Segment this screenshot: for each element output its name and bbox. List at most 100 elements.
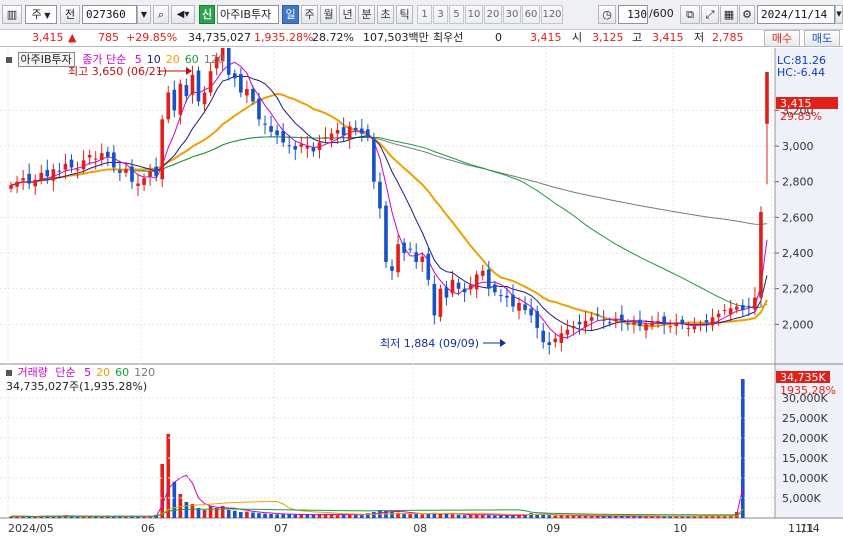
tab-period-3[interactable]: 년 (339, 5, 356, 24)
interval-button-120[interactable]: 120 (541, 5, 563, 24)
volume-bar (511, 515, 515, 518)
high-marker-label: 최고 3,650 (06/21) (68, 65, 167, 78)
code-dropdown-button[interactable]: ▼ (137, 5, 151, 24)
candle-body (474, 274, 479, 290)
candle-body (638, 319, 642, 327)
volume-bar (390, 512, 394, 518)
market-type-select[interactable]: 주 ▼ (25, 5, 57, 24)
interval-button-30[interactable]: 30 (503, 5, 521, 24)
speaker-icon[interactable]: ◀▾ (171, 5, 195, 24)
candle-body (420, 256, 425, 262)
trading-amount: 107,503백만 (363, 31, 429, 44)
search-icon[interactable]: ⌕ (153, 5, 169, 24)
candle-body (686, 327, 691, 329)
tab-period-2[interactable]: 월 (320, 5, 337, 24)
interval-button-5[interactable]: 5 (449, 5, 464, 24)
candle-body (462, 288, 467, 293)
candle-body (692, 326, 697, 330)
price-change: 785 (98, 31, 119, 44)
price-panel-name[interactable]: 아주IB투자 (17, 52, 75, 67)
tab-period-0[interactable]: 일 (282, 5, 299, 24)
volume-ma-line-60 (10, 508, 743, 518)
volume-bar (353, 514, 358, 518)
zoom-icon[interactable]: ⤢ (701, 5, 719, 24)
gear-icon[interactable]: ⚙ (739, 5, 755, 24)
chart-type-icon[interactable]: ⧉ (680, 5, 700, 24)
volume-title: 거래량 (17, 366, 48, 379)
candles (9, 48, 769, 355)
volume-bar (81, 516, 86, 518)
chart-settings-icon[interactable]: ▥ (2, 5, 22, 24)
candle-body (559, 333, 564, 343)
candle-body (438, 288, 443, 317)
tab-period-4[interactable]: 분 (358, 5, 375, 24)
volume-bar (93, 516, 98, 518)
candle-body (226, 48, 231, 75)
date-input[interactable] (757, 5, 835, 24)
interval-button-10[interactable]: 10 (465, 5, 483, 24)
candle-body (577, 321, 582, 325)
clock-icon[interactable]: ◷ (598, 5, 616, 24)
candle-body (444, 287, 449, 298)
volume-bar (75, 516, 80, 518)
buy-button[interactable]: 매수 (764, 30, 800, 47)
volume-tick-label: 10,000K (782, 472, 828, 485)
volume-bar (529, 513, 533, 518)
candle-body (728, 308, 733, 315)
volume-bar (281, 514, 285, 518)
candle-body (456, 282, 461, 289)
interval-button-60[interactable]: 60 (522, 5, 540, 24)
volume-bar (517, 514, 521, 518)
candle-body (245, 89, 249, 96)
candle-body (426, 253, 431, 280)
x-tick-label: 07 (274, 522, 288, 535)
candle-body (450, 279, 455, 294)
volume-bar (710, 515, 715, 518)
tab-period-5[interactable]: 초 (377, 5, 394, 24)
candle-body (716, 313, 721, 318)
x-tick-label: 08 (413, 522, 427, 535)
candle-body (740, 305, 745, 311)
current-price-label: 3,415 (780, 97, 812, 110)
view-count-input[interactable] (618, 5, 648, 24)
stock-code-input[interactable] (82, 5, 137, 24)
interval-button-20[interactable]: 20 (484, 5, 502, 24)
candle-body (486, 269, 491, 289)
candle-body (214, 56, 219, 69)
chevron-down-icon: ▼ (836, 10, 842, 18)
compare-icon[interactable]: ▦ (720, 5, 738, 24)
candle-body (269, 126, 273, 132)
volume-bar (69, 516, 74, 518)
volume-bar (39, 516, 44, 518)
candle-body (347, 126, 352, 140)
sell-button[interactable]: 매도 (804, 30, 840, 47)
candle-body (51, 169, 56, 181)
price-tick-label: 2,400 (782, 247, 814, 260)
candle-body (33, 179, 38, 187)
market-type-label: 주 (31, 8, 42, 21)
chart-area[interactable]: 3,200 3,000 2,800 2,600 2,400 2,200 2,000 30,0… (0, 48, 843, 540)
chart-background (0, 48, 843, 540)
candle-body (93, 158, 98, 160)
interval-button-1[interactable]: 1 (417, 5, 432, 24)
volume-value: 34,735,027 (188, 31, 251, 44)
candle-body (154, 166, 158, 177)
volume-ma-legend-5: 5 (84, 366, 92, 379)
date-dropdown-button[interactable]: ▼ (835, 5, 843, 24)
credit-tag: 신 (199, 5, 215, 24)
candle-body (378, 181, 382, 209)
prev-button[interactable]: 전 (60, 5, 80, 24)
price-tick-label: 2,200 (782, 283, 814, 296)
interval-button-3[interactable]: 3 (433, 5, 448, 24)
candle-body (239, 74, 243, 93)
ma-legend-60: 60 (184, 53, 199, 66)
volume-bar (232, 510, 237, 518)
candle-body (21, 178, 25, 181)
volume-bar (632, 516, 636, 518)
tab-period-1[interactable]: 주 (301, 5, 318, 24)
candle-body (722, 310, 727, 312)
tab-period-6[interactable]: 틱 (396, 5, 413, 24)
volume-tick-label: 25,000K (782, 412, 828, 425)
